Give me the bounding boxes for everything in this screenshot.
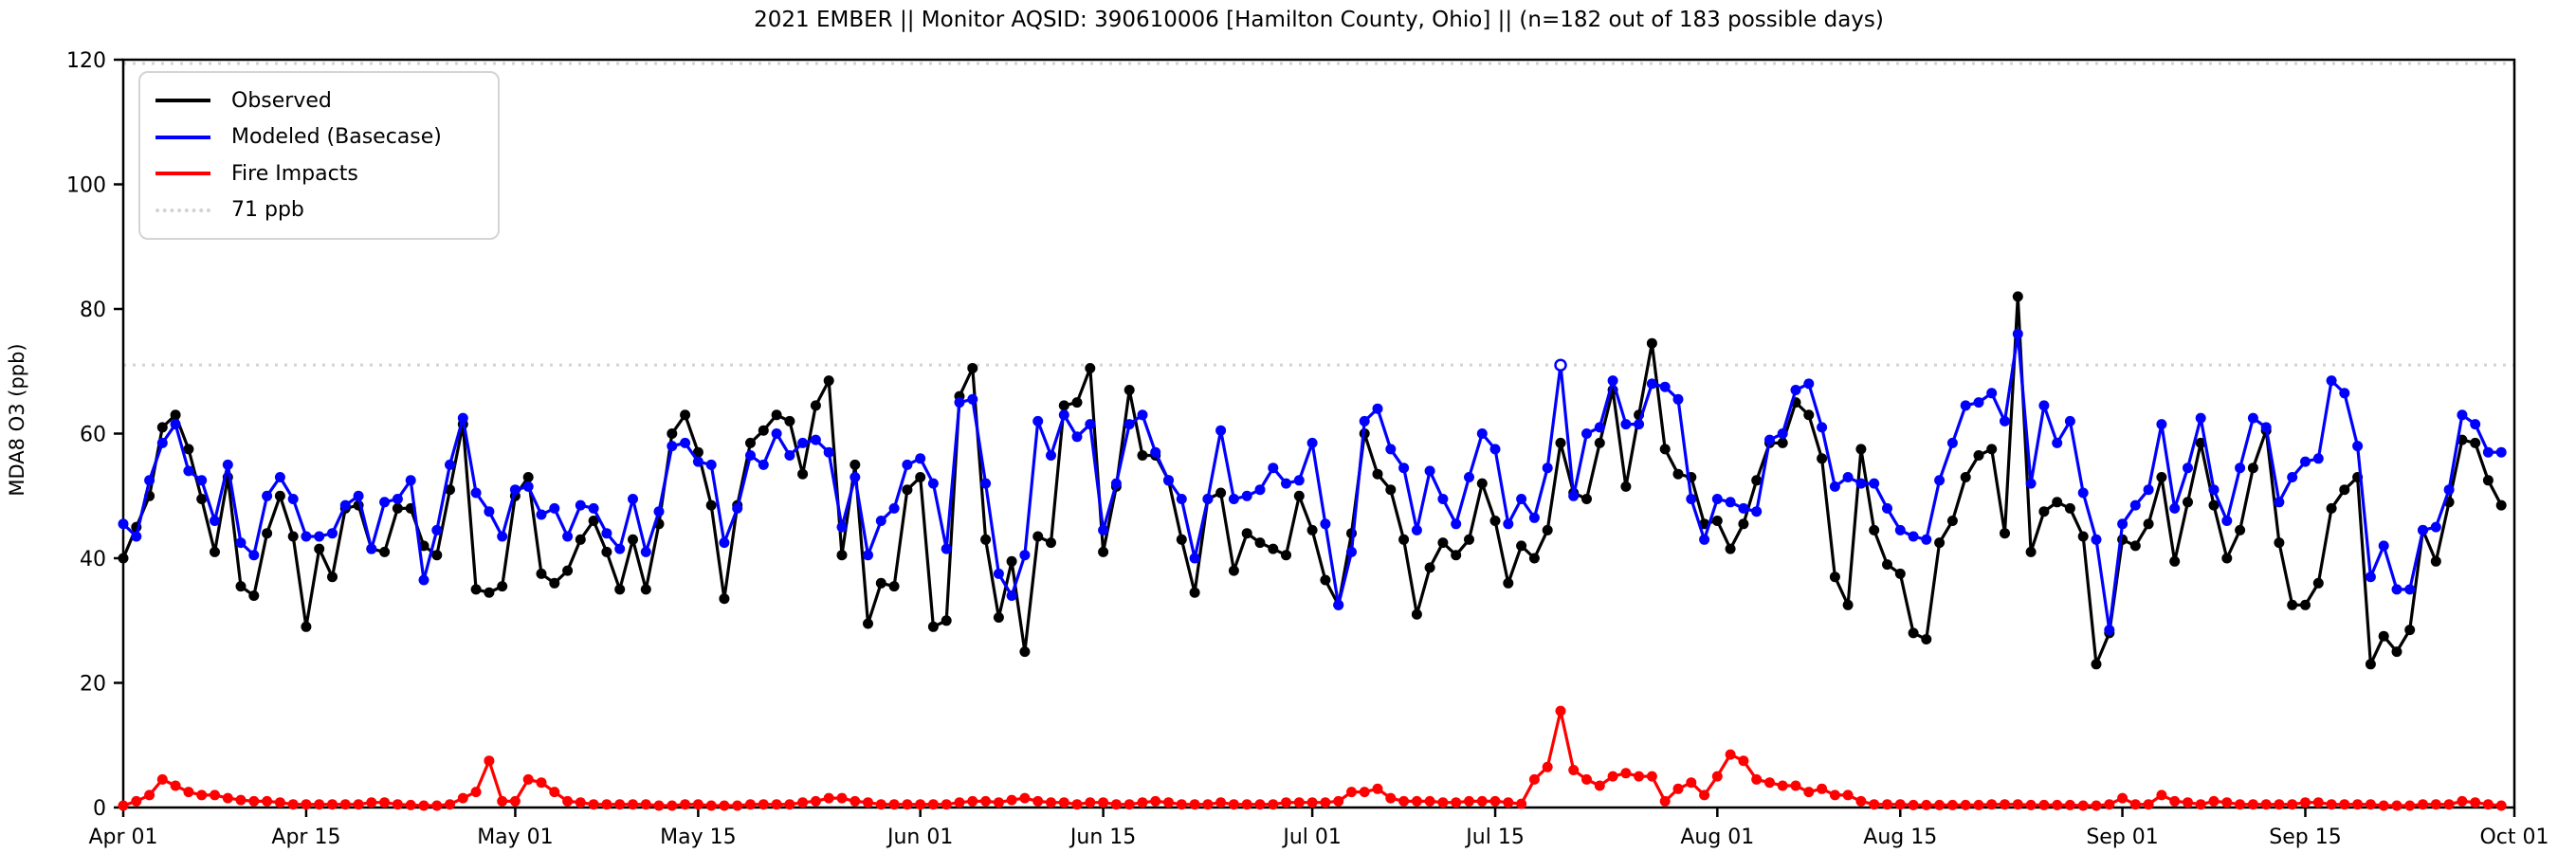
observed-series [118,291,2507,670]
svg-text:100: 100 [66,174,106,198]
chart-title: 2021 EMBER || Monitor AQSID: 390610006 [… [754,8,1884,32]
svg-text:0: 0 [93,797,106,821]
svg-text:May 01: May 01 [477,826,553,849]
legend-label: Modeled (Basecase) [231,125,442,150]
svg-text:Sep 01: Sep 01 [2086,826,2158,849]
legend-label: Observed [231,88,332,113]
svg-text:Oct 01: Oct 01 [2479,826,2549,849]
svg-text:Jun 15: Jun 15 [1069,826,1136,849]
observed-line-sample [155,99,210,103]
svg-text:60: 60 [80,424,106,447]
svg-text:Apr 15: Apr 15 [271,826,340,849]
svg-text:Aug 01: Aug 01 [1680,826,1754,849]
threshold-line-71ppb [123,62,2514,367]
legend-label: Fire Impacts [231,161,358,186]
legend: Observed Modeled (Basecase) Fire Impacts… [138,71,500,240]
legend-item-modeled-basecase: Modeled (Basecase) [155,119,498,156]
svg-text:Jul 15: Jul 15 [1464,826,1525,849]
fire-line-sample [155,172,210,176]
threshold-line-sample [155,208,210,212]
svg-text:Sep 15: Sep 15 [2269,826,2341,849]
svg-text:20: 20 [80,673,106,697]
svg-text:80: 80 [80,299,106,322]
legend-item-71ppb: 71 ppb [155,192,498,229]
modeled-line-sample [155,135,210,139]
legend-label: 71 ppb [231,198,304,223]
svg-text:Apr 01: Apr 01 [88,826,157,849]
legend-item-observed: Observed [155,82,498,119]
axis-tick-labels: 0 20 40 60 80 100 120 Apr 01 Apr 15 May 01 May 15 J… [66,49,2549,849]
svg-text:Jun 01: Jun 01 [886,826,953,849]
svg-text:Aug 15: Aug 15 [1863,826,1937,849]
legend-item-fire-impacts: Fire Impacts [155,155,498,192]
svg-text:120: 120 [66,49,106,73]
svg-text:May 15: May 15 [660,826,736,849]
fire-impacts-series [118,705,2507,811]
modeled-basecase-series [118,328,2507,636]
svg-text:Jul 01: Jul 01 [1281,826,1342,849]
svg-text:40: 40 [80,548,106,572]
